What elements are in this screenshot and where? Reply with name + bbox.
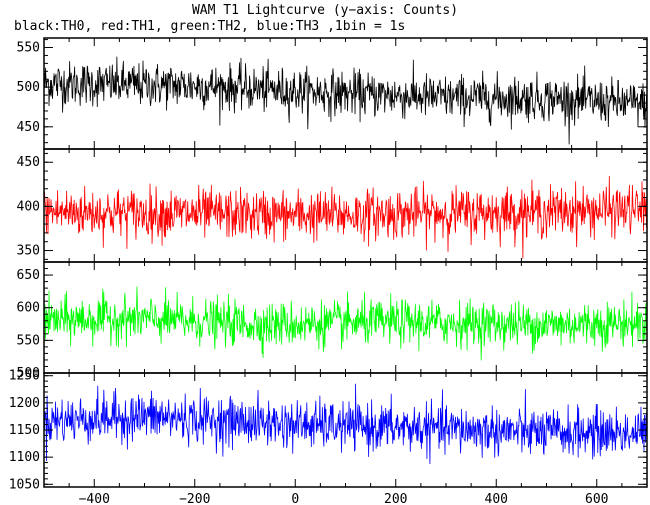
y-tick-label: 1050 [9,477,40,492]
panel-th0: 450 500 550 [17,37,648,150]
y-tick-label: 550 [17,333,40,348]
y-tick-label: 550 [17,41,40,56]
x-tick-label: 0 [291,492,299,505]
panel-th3: 1050 1100 1150 1200 1250 [9,369,648,492]
x-tick-label: 200 [384,492,407,505]
y-tick-label: 500 [17,80,40,95]
x-tick-label: −400 [79,492,110,505]
y-tick-label: 1250 [9,369,40,384]
series-line-th0 [44,56,647,145]
y-tick-label: 600 [17,301,40,316]
series-line-th2 [44,286,647,361]
x-tick-label: 600 [585,492,608,505]
x-tick-label: 400 [485,492,508,505]
panels: 450 500 550 350 400 450 500 550 600 650 1050 1100 11… [9,37,648,492]
y-tick-label: 450 [17,155,40,170]
panel-th1: 350 400 450 [17,148,648,263]
chart-title: WAM T1 Lightcurve (y−axis: Counts) [192,3,458,18]
chart-subtitle: black:TH0, red:TH1, green:TH2, blue:TH3 … [14,19,405,34]
y-tick-label: 1200 [9,396,40,411]
series-line-th1 [44,176,647,259]
panel-th2: 500 550 600 650 [17,261,648,381]
y-tick-label: 350 [17,244,40,259]
y-tick-label: 1150 [9,423,40,438]
y-tick-label: 1100 [9,450,40,465]
x-tick-label: −200 [179,492,210,505]
series-line-th3 [44,383,647,464]
y-tick-label: 500 [17,366,40,381]
y-tick-label: 450 [17,120,40,135]
x-axis: −400 −200 0 200 400 600 [79,492,609,505]
y-tick-label: 650 [17,268,40,283]
y-tick-label: 400 [17,199,40,214]
